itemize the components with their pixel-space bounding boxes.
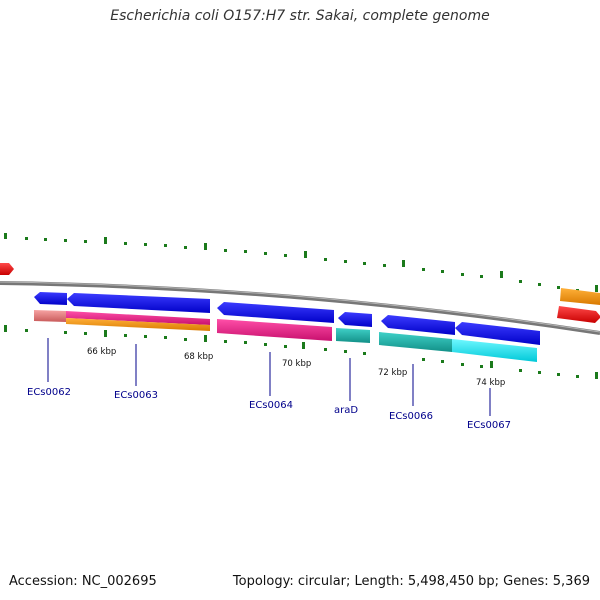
inner-tick-row <box>4 325 598 379</box>
salmon-feature <box>34 310 66 322</box>
gene-arrow-ecs0062 <box>34 292 67 305</box>
gene-arrow-ecs0064 <box>217 302 334 323</box>
right-red-gene <box>557 306 600 323</box>
gene-leader-lines <box>47 338 491 416</box>
reverse-strand-genes <box>34 292 540 345</box>
gene-label-ecs0062: ECs0062 <box>27 387 71 398</box>
pink-feature-2 <box>217 319 332 341</box>
gene-label-ecs0067: ECs0067 <box>467 420 511 431</box>
accession-text: Accession: NC_002695 <box>9 574 157 589</box>
teal-feature-2 <box>379 332 452 352</box>
right-orange-gene <box>560 288 600 305</box>
gene-label-arad: araD <box>334 405 358 416</box>
scale-label-74kbp: 74 kbp <box>476 378 505 388</box>
teal-feature-1 <box>336 328 370 343</box>
left-red-gene <box>0 263 14 275</box>
map-title: Escherichia coli O157:H7 str. Sakai, com… <box>110 8 490 24</box>
scale-label-72kbp: 72 kbp <box>378 368 407 378</box>
gene-label-ecs0063: ECs0063 <box>114 390 158 401</box>
cyan-feature <box>452 339 537 362</box>
orange-feature <box>66 318 210 331</box>
gene-labels: ECs0062 ECs0063 ECs0064 araD ECs0066 ECs… <box>27 387 511 431</box>
pink-feature-1 <box>66 311 210 325</box>
scale-label-70kbp: 70 kbp <box>282 359 311 369</box>
gene-arrow-ecs0066 <box>381 315 455 335</box>
gene-arrow-arad <box>338 312 372 327</box>
feature-bars <box>34 310 537 362</box>
gene-arrow-ecs0063 <box>67 293 210 313</box>
outer-tick-row <box>4 233 598 292</box>
topology-text: Topology: circular; Length: 5,498,450 bp… <box>232 574 590 589</box>
gene-arrow-ecs0067 <box>455 322 540 345</box>
genome-backbone <box>0 281 600 335</box>
scale-label-68kbp: 68 kbp <box>184 352 213 362</box>
gene-label-ecs0066: ECs0066 <box>389 411 433 422</box>
scale-labels: 66 kbp 68 kbp 70 kbp 72 kbp 74 kbp <box>87 347 505 388</box>
scale-label-66kbp: 66 kbp <box>87 347 116 357</box>
gene-label-ecs0064: ECs0064 <box>249 400 293 411</box>
